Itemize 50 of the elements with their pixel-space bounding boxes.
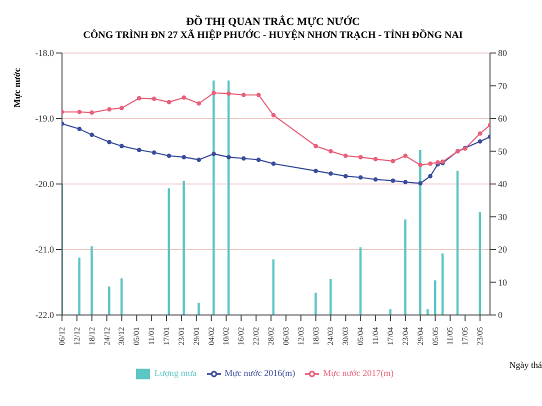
x-tick-label: 10/02 bbox=[222, 327, 231, 346]
x-tick-label: 23/04 bbox=[400, 327, 410, 346]
y-tick-label: -19.0 bbox=[35, 114, 54, 124]
y-tick-label: -21.0 bbox=[35, 244, 54, 255]
legend-label: Mực nước 2017(m) bbox=[323, 368, 394, 378]
legend-label: Mực nước 2016(m) bbox=[224, 368, 296, 378]
chart-title: ĐỒ THỊ QUAN TRẮC MỰC NƯỚC bbox=[185, 14, 361, 28]
x-tick-label: 29/01 bbox=[192, 327, 201, 346]
x-tick-label: 11/05 bbox=[446, 327, 455, 345]
y2-tick-label: 30 bbox=[498, 212, 508, 222]
x-tick-label: 06/12 bbox=[58, 327, 66, 346]
x-tick-label: 06/03 bbox=[281, 327, 290, 346]
legend-label: Lượng mưa bbox=[154, 368, 197, 378]
x-tick-label: 17/05 bbox=[460, 327, 470, 346]
x-tick-label: 18/12 bbox=[87, 327, 96, 346]
x-tick-label: 18/03 bbox=[311, 327, 320, 346]
x-tick-label: 11/04 bbox=[371, 327, 380, 345]
x-tick-label: 28/02 bbox=[266, 327, 276, 346]
y-tick-label: -18.0 bbox=[35, 48, 54, 58]
y-tick-label: -22.0 bbox=[35, 310, 54, 320]
x-tick-label: 11/01 bbox=[147, 327, 156, 345]
x-tick-label: 24/12 bbox=[102, 327, 112, 346]
y2-tick-label: 50 bbox=[498, 146, 508, 156]
y2-tick-label: 20 bbox=[498, 244, 508, 255]
x-tick-label: 23/05 bbox=[476, 327, 485, 346]
x-tick-label: 17/04 bbox=[386, 327, 395, 346]
y-tick-label: -20.0 bbox=[35, 179, 54, 190]
x-tick-label: 16/02 bbox=[236, 327, 246, 346]
y2-tick-label: 10 bbox=[498, 277, 508, 288]
x-tick-label: 23/01 bbox=[176, 327, 186, 346]
y2-tick-label: 70 bbox=[498, 80, 508, 91]
y2-tick-label: 40 bbox=[498, 179, 508, 190]
x-tick-label: 05/04 bbox=[356, 327, 366, 346]
x-tick-label: 30/03 bbox=[341, 327, 350, 346]
x-tick-label: 05/01 bbox=[132, 327, 142, 346]
x-tick-label: 04/02 bbox=[206, 327, 216, 346]
x-tick-label: 12/03 bbox=[296, 327, 306, 346]
x-tick-label: 12/12 bbox=[72, 327, 82, 346]
y2-tick-label: 60 bbox=[498, 114, 508, 124]
chart-subtitle: CÔNG TRÌNH ĐN 27 XÃ HIỆP PHƯỚC - HUYỆN NHƠN TRẠCH - TỈNH ĐỒNG NAI bbox=[82, 30, 464, 41]
x-tick-label: 29/04 bbox=[416, 327, 425, 346]
y2-tick-label: 80 bbox=[498, 48, 508, 58]
x-tick-label: 30/12 bbox=[117, 327, 126, 346]
y2-tick-label: 0 bbox=[498, 310, 503, 320]
x-axis-title: Ngày thá bbox=[509, 360, 542, 370]
x-tick-label: 17/01 bbox=[162, 327, 172, 346]
y-axis-title: Mực nước bbox=[12, 68, 22, 108]
x-tick-label: 24/03 bbox=[326, 327, 336, 346]
x-tick-label: 05/05 bbox=[430, 327, 440, 346]
x-tick-label: 22/02 bbox=[252, 327, 261, 346]
